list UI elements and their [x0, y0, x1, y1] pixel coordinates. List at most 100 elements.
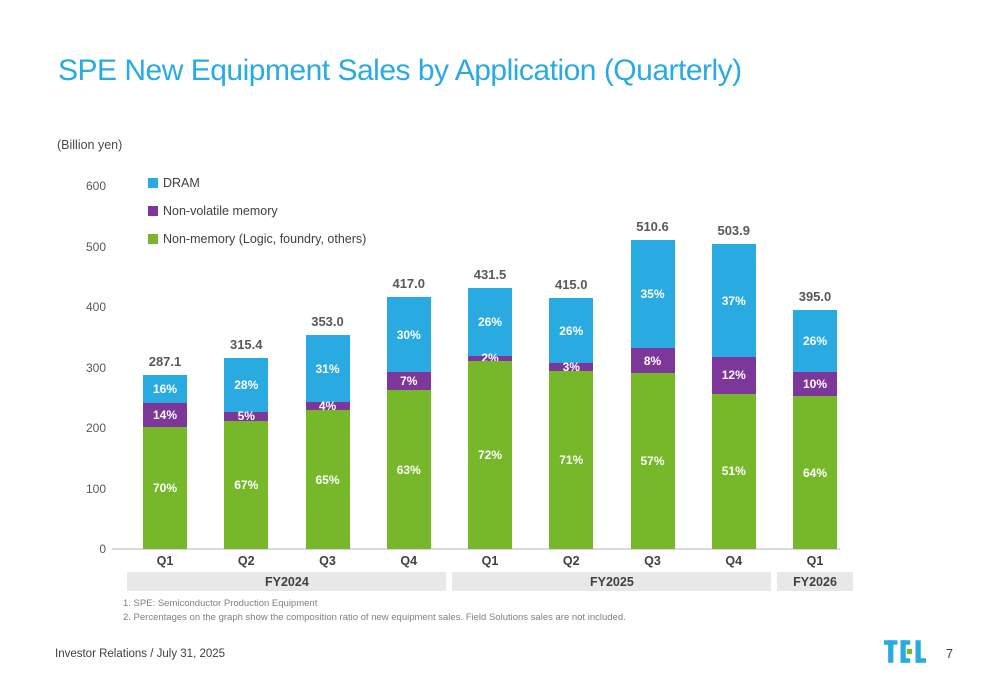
footnote-2: 2. Percentages on the graph show the com… [123, 612, 626, 623]
y-axis-tick-label: 300 [85, 360, 106, 375]
x-axis-category-label: Q4 [400, 554, 418, 568]
bar-segment-dram: 26% [549, 297, 594, 364]
bar-segment-non-memory-logic-foundry-others: 57% [630, 372, 675, 549]
segment-percent-label: 67% [234, 478, 259, 493]
bar-total-label: 353.0 [311, 314, 344, 330]
y-axis-tick-label: 500 [85, 239, 106, 254]
bar-segment-non-memory-logic-foundry-others: 64% [793, 396, 837, 549]
x-axis-category-label: Q4 [725, 554, 743, 568]
legend-item: Non-volatile memory [148, 204, 366, 218]
bar-total-label: 503.9 [717, 223, 751, 239]
tel-logo-icon [884, 640, 926, 663]
bar-segment-non-volatile-memory: 12% [711, 356, 756, 394]
stacked-bar: 26% 3% 71% [549, 297, 594, 549]
segment-percent-label: 26% [559, 323, 584, 338]
bar-segment-non-volatile-memory: 4% [305, 398, 350, 413]
bar-segment-dram: 26% [793, 310, 837, 373]
x-axis-category-label: Q1 [156, 554, 174, 568]
bar-segment-dram: 31% [305, 335, 350, 402]
bar-total-label: 287.1 [148, 354, 182, 370]
legend-label: DRAM [163, 176, 200, 190]
bar-segment-non-memory-logic-foundry-others: 72% [468, 361, 512, 549]
y-axis-tick-label: 0 [99, 542, 106, 556]
segment-percent-label: 4% [318, 398, 337, 413]
bar-total-label: 510.6 [636, 219, 669, 235]
legend-swatch-icon [148, 178, 158, 188]
x-axis-line [112, 548, 840, 550]
logo-letter-t [884, 640, 898, 663]
segment-percent-label: 31% [315, 361, 340, 376]
bar-segment-dram: 37% [711, 244, 756, 357]
x-axis-category-label: Q2 [237, 554, 255, 568]
bar-segment-non-volatile-memory: 5% [224, 409, 269, 424]
bar-segment-non-memory-logic-foundry-others: 70% [143, 427, 187, 549]
footnote-1: 1. SPE: Semiconductor Production Equipme… [123, 598, 318, 609]
segment-percent-label: 3% [562, 359, 580, 374]
legend-swatch-icon [148, 234, 158, 244]
segment-percent-label: 72% [477, 448, 503, 462]
stacked-bar: 35% 8% 57% [630, 240, 675, 549]
page-title: SPE New Equipment Sales by Application (… [58, 54, 742, 87]
segment-percent-label: 71% [559, 452, 584, 467]
y-axis-tick-label: 200 [85, 421, 106, 435]
segment-percent-label: 16% [152, 382, 178, 397]
x-axis-category-label: Q3 [644, 554, 661, 568]
footer-text: Investor Relations / July 31, 2025 [55, 648, 226, 660]
segment-percent-label: 10% [802, 377, 828, 392]
bar-segment-non-volatile-memory: 8% [630, 348, 675, 373]
footnotes: 1. SPE: Semiconductor Production Equipme… [123, 597, 626, 625]
stacked-bar: 26% 2% 72% [468, 287, 512, 549]
segment-percent-label: 28% [234, 377, 259, 392]
segment-percent-label: 65% [315, 472, 340, 487]
logo-green-square [906, 648, 913, 655]
stacked-bar: 37% 12% 51% [711, 244, 756, 549]
bar-segment-non-volatile-memory: 3% [549, 359, 594, 374]
legend-item: Non-memory (Logic, foundry, others) [148, 232, 366, 246]
segment-percent-label: 57% [640, 453, 665, 468]
segment-percent-label: 30% [396, 327, 421, 342]
fiscal-year-band: FY2026 [777, 572, 853, 591]
bar-segment-non-volatile-memory: 10% [793, 372, 837, 397]
fiscal-year-band: FY2025 [452, 572, 772, 591]
bar-total-label: 315.4 [229, 337, 263, 353]
y-axis-unit-label: (Billion yen) [57, 138, 123, 152]
x-axis-category-label: Q2 [562, 554, 580, 568]
segment-percent-label: 5% [237, 409, 255, 424]
segment-percent-label: 70% [152, 481, 178, 496]
bar-total-label: 415.0 [554, 276, 588, 292]
chart-legend: DRAM Non-volatile memory Non-memory (Logic… [148, 176, 366, 260]
logo-letter-l [915, 640, 926, 663]
stacked-bar: 26% 10% 64% [793, 310, 837, 549]
bar-segment-dram: 30% [386, 296, 431, 373]
bar-segment-dram: 26% [468, 287, 512, 356]
legend-item: DRAM [148, 176, 366, 190]
legend-swatch-icon [148, 206, 158, 216]
segment-percent-label: 64% [802, 465, 828, 480]
stacked-bar: 30% 7% 63% [386, 296, 431, 549]
segment-percent-label: 14% [152, 408, 178, 423]
bar-total-label: 431.5 [473, 266, 507, 282]
stacked-bar: 28% 5% 67% [224, 358, 269, 549]
bar-segment-non-memory-logic-foundry-others: 71% [549, 370, 594, 549]
x-axis-category-label: Q3 [319, 554, 336, 568]
bar-segment-non-volatile-memory: 14% [143, 403, 187, 428]
segment-percent-label: 26% [477, 314, 503, 329]
segment-percent-label: 63% [396, 462, 421, 477]
bar-segment-dram: 28% [224, 358, 269, 412]
segment-percent-label: 51% [721, 464, 746, 479]
y-axis-tick-label: 100 [85, 481, 106, 496]
bar-total-label: 417.0 [392, 275, 426, 291]
bar-segment-non-memory-logic-foundry-others: 63% [386, 390, 431, 549]
fiscal-year-band: FY2024 [127, 572, 447, 591]
segment-percent-label: 8% [643, 353, 662, 368]
stacked-bar: 16% 14% 70% [143, 375, 187, 549]
segment-percent-label: 37% [721, 293, 746, 308]
bar-segment-dram: 16% [143, 375, 187, 404]
page-number: 7 [946, 647, 953, 661]
stacked-bar: 31% 4% 65% [305, 335, 350, 549]
segment-percent-label: 35% [640, 287, 665, 302]
segment-percent-label: 26% [802, 334, 828, 349]
legend-label: Non-memory (Logic, foundry, others) [163, 232, 367, 246]
